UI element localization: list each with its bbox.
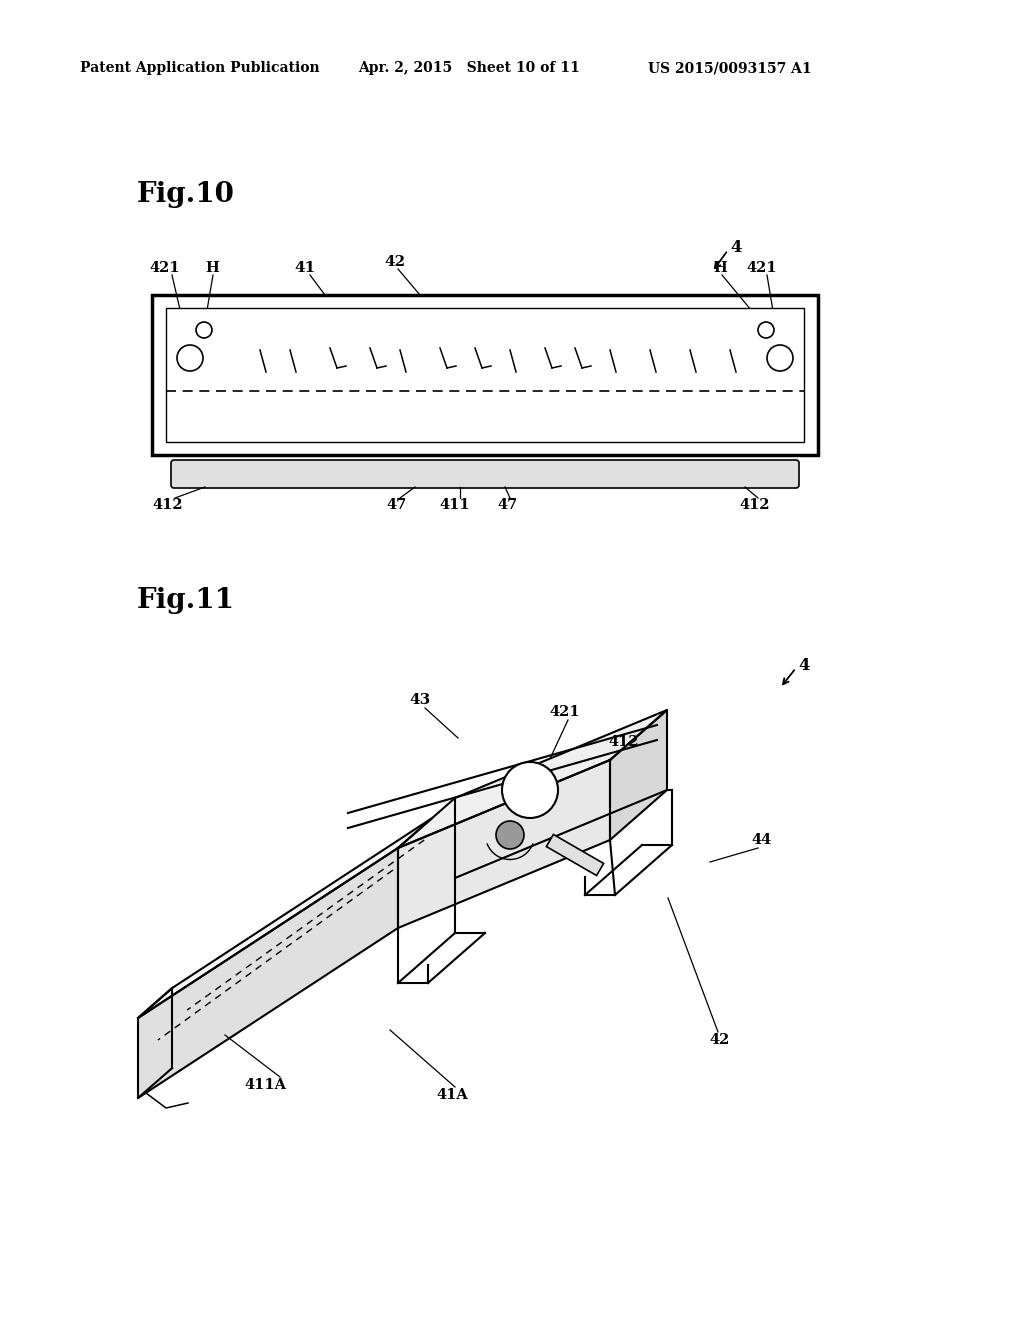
Text: 411: 411: [439, 498, 470, 512]
Text: 42: 42: [384, 255, 406, 269]
Circle shape: [496, 821, 524, 849]
Text: 4: 4: [798, 656, 810, 673]
Text: Fig.10: Fig.10: [137, 181, 234, 209]
Text: 47: 47: [498, 498, 518, 512]
Text: 421: 421: [550, 705, 581, 719]
Text: 412: 412: [153, 498, 183, 512]
Text: H: H: [713, 261, 727, 275]
FancyBboxPatch shape: [171, 459, 799, 488]
Polygon shape: [138, 847, 398, 1098]
Text: H: H: [205, 261, 219, 275]
Polygon shape: [138, 818, 432, 1018]
Text: 43: 43: [410, 693, 431, 708]
Polygon shape: [398, 710, 667, 847]
Circle shape: [502, 762, 558, 818]
Text: 411A: 411A: [244, 1078, 286, 1092]
Text: 4: 4: [730, 239, 741, 256]
Text: Apr. 2, 2015   Sheet 10 of 11: Apr. 2, 2015 Sheet 10 of 11: [358, 61, 580, 75]
Text: 41: 41: [294, 261, 315, 275]
Text: 421: 421: [746, 261, 777, 275]
Polygon shape: [610, 710, 667, 840]
Polygon shape: [398, 760, 610, 928]
Text: 41A: 41A: [436, 1088, 468, 1102]
Text: 412: 412: [739, 498, 770, 512]
Text: 421: 421: [150, 261, 180, 275]
Text: 42: 42: [710, 1034, 730, 1047]
Text: 412: 412: [608, 735, 639, 748]
Text: 44: 44: [752, 833, 772, 847]
Bar: [547, 834, 603, 875]
Bar: [152, 294, 818, 455]
Text: 47: 47: [387, 498, 408, 512]
Text: Patent Application Publication: Patent Application Publication: [80, 61, 319, 75]
Text: Fig.11: Fig.11: [137, 586, 234, 614]
Text: US 2015/0093157 A1: US 2015/0093157 A1: [648, 61, 812, 75]
Bar: [166, 308, 804, 442]
